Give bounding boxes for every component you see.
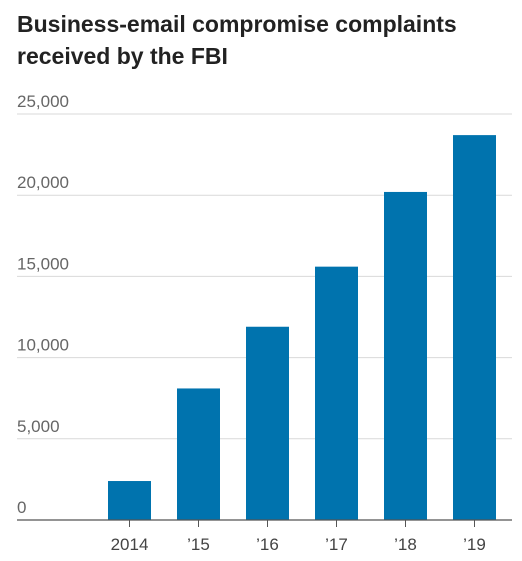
bar [108,481,151,520]
y-tick-label: 15,000 [17,254,69,273]
x-axis-ticks [129,520,475,527]
x-tick-label: ’19 [463,535,486,554]
y-tick-label: 20,000 [17,173,69,192]
x-tick-label: ’16 [256,535,279,554]
bar [246,326,289,520]
x-tick-label: 2014 [111,535,149,554]
y-tick-label: 0 [17,498,26,517]
x-tick-label: ’18 [394,535,417,554]
y-tick-label: 5,000 [17,417,60,436]
y-axis-labels: 0 5,000 10,000 15,000 20,000 25,000 [17,92,69,517]
bar [384,191,427,520]
bar [315,266,358,520]
bar [177,388,220,520]
chart-title: Business-email compromise complaints rec… [17,11,457,69]
x-axis-labels: 2014 ’15 ’16 ’17 ’18 ’19 [111,535,486,554]
y-tick-label: 10,000 [17,336,69,355]
x-tick-label: ’15 [187,535,210,554]
x-tick-label: ’17 [325,535,348,554]
y-tick-label: 25,000 [17,92,69,111]
bars [108,135,496,520]
bar [453,135,496,520]
